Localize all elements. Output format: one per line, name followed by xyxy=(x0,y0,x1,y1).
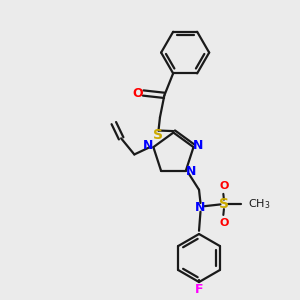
Text: F: F xyxy=(195,283,203,296)
Text: O: O xyxy=(220,181,229,191)
Text: N: N xyxy=(186,165,196,178)
Text: CH$_3$: CH$_3$ xyxy=(248,197,270,211)
Text: S: S xyxy=(154,128,164,142)
Text: N: N xyxy=(143,139,154,152)
Text: N: N xyxy=(193,139,203,152)
Text: S: S xyxy=(219,197,229,212)
Text: O: O xyxy=(133,86,143,100)
Text: N: N xyxy=(195,201,206,214)
Text: O: O xyxy=(220,218,229,228)
